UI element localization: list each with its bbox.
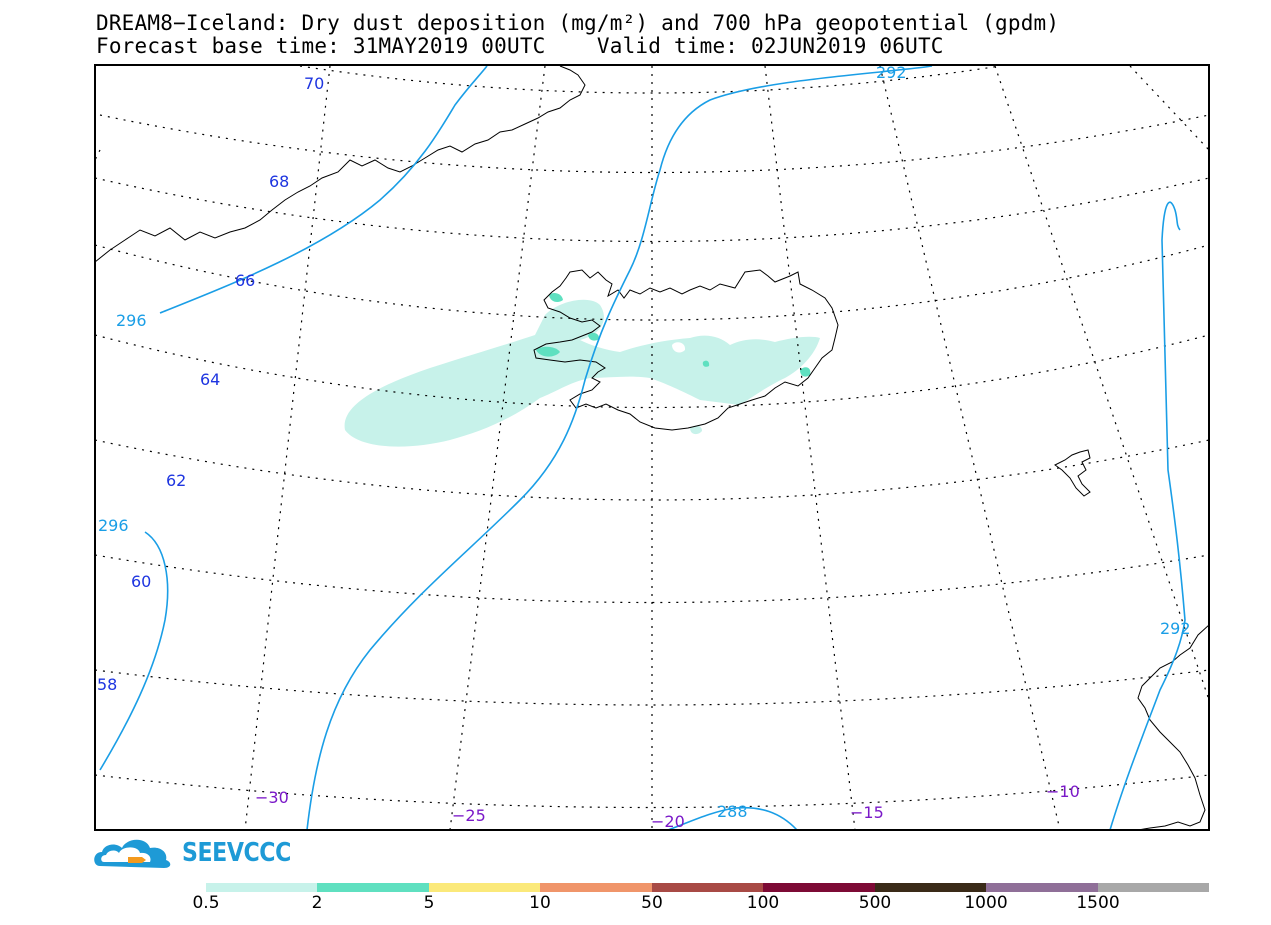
dust-patch xyxy=(690,425,702,435)
dust-patch-medium xyxy=(588,332,600,341)
lat-label-68: 68 xyxy=(269,172,289,191)
dust-patch-medium xyxy=(536,346,560,357)
legend-label: 0.5 xyxy=(192,893,220,913)
legend-swatch xyxy=(317,883,429,892)
legend-label: 10 xyxy=(529,893,551,913)
norway-coastline xyxy=(1137,624,1209,830)
contour-label-296: 296 xyxy=(116,311,147,330)
lat-label-58: 58 xyxy=(97,675,117,694)
lat-label-70: 70 xyxy=(304,74,324,93)
lat-label-60: 60 xyxy=(131,572,151,591)
legend-swatch xyxy=(874,883,987,892)
legend-label: 1000 xyxy=(964,893,1008,913)
lon-label-minus25: −25 xyxy=(452,806,486,825)
legend-label: 1500 xyxy=(1076,893,1120,913)
lat-label-66: 66 xyxy=(235,271,255,290)
lon-label-minus20: −20 xyxy=(651,812,685,831)
lat-label-62: 62 xyxy=(166,471,186,490)
lon-label-minus15: −15 xyxy=(850,803,884,822)
dust-patch-medium xyxy=(800,367,811,377)
greenland-coastline xyxy=(95,65,586,263)
contour-296-north xyxy=(159,65,488,314)
contour-label-288: 288 xyxy=(717,802,748,821)
map-frame xyxy=(94,64,1210,831)
iceland-coastline xyxy=(533,269,839,431)
contour-label-296: 296 xyxy=(98,516,129,535)
legend-swatch xyxy=(986,883,1098,892)
legend-swatch xyxy=(428,883,541,892)
contour-292-central xyxy=(306,65,933,830)
map-title: DREAM8−Iceland: Dry dust deposition (mg/… xyxy=(96,11,1060,35)
geopotential-contours xyxy=(99,65,1186,830)
contour-288 xyxy=(667,806,798,830)
cloud-logo-icon xyxy=(94,839,171,868)
longitude-gridlines xyxy=(95,65,1209,830)
contour-label-292: 292 xyxy=(1160,619,1191,638)
faroe-islands xyxy=(1054,449,1091,497)
legend-label: 50 xyxy=(641,893,663,913)
legend-label: 5 xyxy=(423,893,435,913)
dust-plume xyxy=(344,299,820,447)
legend-swatch xyxy=(1097,883,1209,892)
lon-label-minus30: −30 xyxy=(255,788,289,807)
dust-patch-medium xyxy=(549,292,563,303)
legend-swatch xyxy=(206,883,318,892)
color-legend xyxy=(206,883,1209,892)
dust-patch-medium xyxy=(702,360,710,367)
map-subtitle: Forecast base time: 31MAY2019 00UTC Vali… xyxy=(96,34,944,58)
contour-label-292: 292 xyxy=(876,63,907,82)
dust-patch xyxy=(672,342,686,353)
legend-labels: 0.5 2 5 10 50 100 500 1000 1500 xyxy=(0,893,1271,915)
contour-292-east xyxy=(1109,201,1186,830)
lat-label-64: 64 xyxy=(200,370,220,389)
contour-296-south xyxy=(99,531,169,771)
latitude-gridlines xyxy=(95,65,1209,809)
legend-swatch xyxy=(651,883,764,892)
lon-label-minus10: −10 xyxy=(1046,782,1080,801)
legend-label: 2 xyxy=(311,893,323,913)
legend-label: 500 xyxy=(858,893,892,913)
legend-swatch xyxy=(763,883,875,892)
legend-swatch xyxy=(540,883,652,892)
legend-label: 100 xyxy=(746,893,780,913)
seevccc-logo-text: SEEVCCC xyxy=(182,838,291,868)
